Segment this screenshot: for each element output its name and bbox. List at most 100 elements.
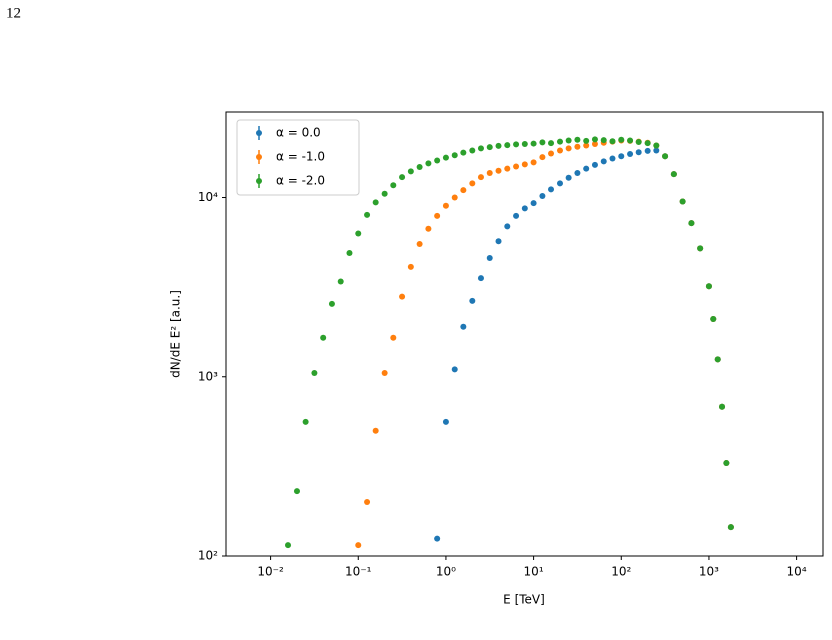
data-point bbox=[662, 153, 669, 160]
data-point bbox=[600, 158, 607, 165]
data-point bbox=[416, 241, 423, 248]
data-point bbox=[521, 205, 528, 212]
data-point bbox=[364, 211, 371, 218]
data-point bbox=[627, 137, 634, 144]
y-tick-label: 10³ bbox=[198, 369, 218, 383]
data-point bbox=[565, 137, 572, 144]
data-point bbox=[591, 140, 598, 147]
data-point bbox=[530, 140, 537, 147]
data-point bbox=[714, 356, 721, 363]
data-point bbox=[477, 275, 484, 282]
data-point bbox=[504, 142, 511, 149]
legend-marker bbox=[256, 154, 262, 160]
data-point bbox=[548, 186, 555, 193]
data-point bbox=[293, 488, 300, 495]
x-tick-label: 10² bbox=[611, 565, 631, 579]
data-point bbox=[521, 161, 528, 168]
data-point bbox=[627, 150, 634, 157]
y-tick-label: 10² bbox=[198, 549, 218, 563]
data-point bbox=[495, 142, 502, 149]
legend-label: α = -2.0 bbox=[276, 174, 325, 188]
data-point bbox=[460, 149, 467, 156]
data-point bbox=[486, 144, 493, 151]
data-point bbox=[609, 155, 616, 162]
data-point bbox=[495, 238, 502, 245]
data-point bbox=[302, 418, 309, 425]
data-point bbox=[556, 180, 563, 187]
data-point bbox=[477, 145, 484, 152]
data-point bbox=[591, 161, 598, 168]
data-point bbox=[451, 152, 458, 159]
legend-box bbox=[236, 119, 360, 196]
data-point bbox=[723, 460, 730, 467]
data-point bbox=[469, 147, 476, 154]
data-point bbox=[727, 524, 734, 531]
data-point bbox=[710, 316, 717, 323]
data-point bbox=[583, 142, 590, 149]
data-point bbox=[653, 142, 660, 149]
data-point bbox=[635, 139, 642, 146]
data-point bbox=[574, 136, 581, 143]
data-point bbox=[539, 139, 546, 146]
data-point bbox=[548, 140, 555, 147]
data-point bbox=[460, 187, 467, 194]
data-point bbox=[311, 369, 318, 376]
data-point bbox=[355, 230, 362, 237]
data-point bbox=[346, 250, 353, 257]
legend-marker bbox=[256, 178, 262, 184]
data-point bbox=[451, 366, 458, 373]
data-point bbox=[574, 170, 581, 177]
data-point bbox=[583, 137, 590, 144]
x-tick-label: 10¹ bbox=[524, 565, 544, 579]
data-point bbox=[530, 200, 537, 207]
data-point bbox=[416, 164, 423, 171]
data-point bbox=[653, 147, 660, 154]
data-point bbox=[442, 418, 449, 425]
data-point bbox=[477, 174, 484, 181]
data-point bbox=[521, 140, 528, 147]
data-point bbox=[719, 403, 726, 410]
data-point bbox=[565, 174, 572, 181]
data-point bbox=[688, 220, 695, 227]
data-point bbox=[697, 245, 704, 252]
data-point bbox=[399, 174, 406, 181]
x-tick-label: 10⁰ bbox=[436, 565, 456, 579]
data-point bbox=[486, 170, 493, 177]
data-point bbox=[285, 542, 292, 549]
data-point bbox=[609, 138, 616, 145]
data-point bbox=[618, 153, 625, 160]
data-point bbox=[556, 138, 563, 145]
data-point bbox=[618, 136, 625, 143]
data-point bbox=[442, 202, 449, 209]
data-point bbox=[495, 167, 502, 174]
x-tick-label: 10⁻¹ bbox=[345, 565, 372, 579]
data-point bbox=[425, 225, 432, 232]
data-point bbox=[407, 168, 414, 175]
data-point bbox=[460, 323, 467, 330]
data-point bbox=[381, 369, 388, 376]
data-point bbox=[600, 137, 607, 144]
data-point bbox=[399, 293, 406, 300]
page-number: 12 bbox=[6, 5, 21, 21]
data-point bbox=[407, 263, 414, 270]
data-point bbox=[372, 199, 379, 206]
data-point bbox=[320, 334, 327, 341]
data-point bbox=[337, 278, 344, 285]
data-point bbox=[539, 154, 546, 161]
data-point bbox=[372, 427, 379, 434]
data-point bbox=[679, 198, 686, 205]
data-point bbox=[486, 254, 493, 261]
data-point bbox=[442, 154, 449, 161]
data-point bbox=[504, 165, 511, 172]
data-point bbox=[434, 212, 441, 219]
data-point bbox=[451, 194, 458, 201]
data-point bbox=[469, 297, 476, 304]
data-point bbox=[425, 160, 432, 167]
data-point bbox=[381, 190, 388, 197]
data-point bbox=[530, 159, 537, 166]
data-point bbox=[583, 165, 590, 172]
x-tick-label: 10⁻² bbox=[257, 565, 284, 579]
data-point bbox=[635, 149, 642, 156]
data-point bbox=[328, 300, 335, 307]
